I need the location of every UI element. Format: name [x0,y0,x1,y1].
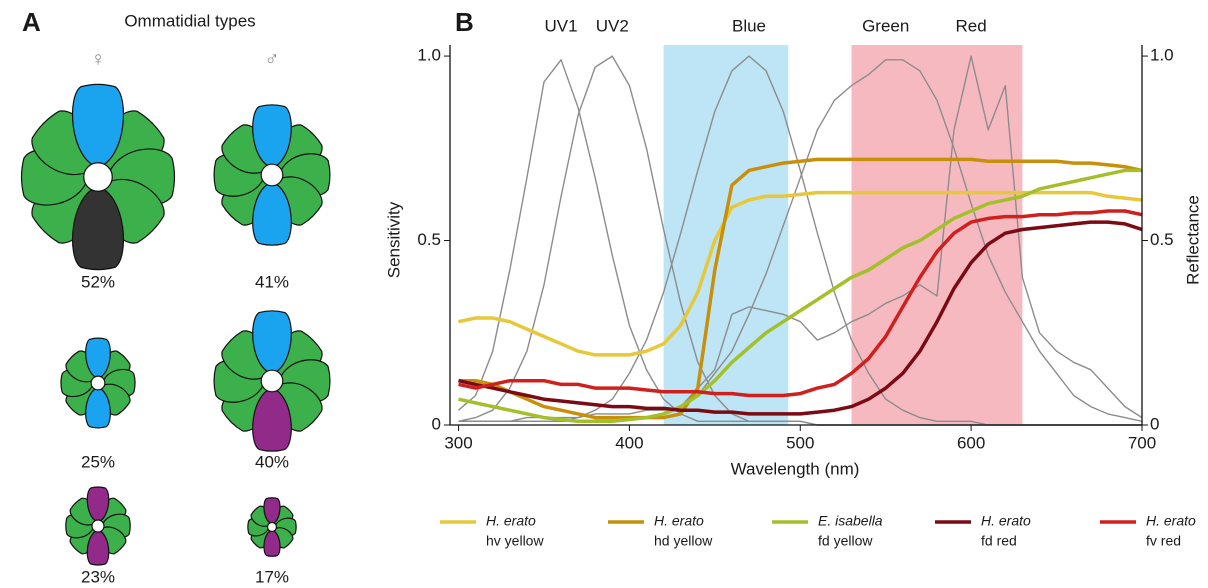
flower-center [90,375,106,391]
x-tick-label: 400 [615,433,643,452]
flower-center [266,521,278,533]
sensitivity-curve [458,55,1142,426]
petal [263,529,281,557]
petal [86,529,110,566]
flower [247,497,297,557]
petal [252,104,292,169]
petal [71,185,125,271]
petal [85,386,111,429]
reflectance-curve [458,220,1143,416]
receptor-label: UV2 [596,16,629,35]
sex-symbol: ♀ [91,48,106,70]
wavelength-band [663,45,789,425]
x-tick-label: 300 [444,433,472,452]
wavelength-band [851,45,1023,425]
reflectance-curve [458,168,1142,424]
sex-symbol: ♂ [265,48,280,70]
y-tick-label: 0.5 [417,230,441,249]
sensitivity-curve [458,55,1142,426]
petal [86,486,110,523]
legend-name: E. isabella [818,513,883,529]
panel-label: A [22,7,41,37]
panel-title: Ommatidial types [124,11,255,30]
flower [60,337,136,429]
percent-label: 23% [81,567,115,586]
petal [71,83,125,169]
flower [213,104,331,246]
x-tick-label: 700 [1128,433,1156,452]
flower [20,83,176,271]
sensitivity-curve [458,59,1143,422]
flower [213,310,331,452]
sensitivity-curve [458,59,1142,426]
y2-axis-label: Reflectance [1183,195,1202,285]
y-tick-label: 1.0 [417,46,441,65]
legend-name: H. erato [981,513,1031,529]
flower-center [83,162,113,192]
x-axis-label: Wavelength (nm) [731,459,860,478]
y2-tick-label: 0 [1150,414,1159,433]
y-tick-label: 0 [432,414,441,433]
legend-name: H. erato [654,513,704,529]
legend-subname: fv red [1146,533,1181,549]
flower [65,486,131,566]
percent-label: 17% [255,567,289,586]
receptor-label: Blue [732,16,766,35]
flower-center [91,519,105,533]
legend-subname: hv yellow [486,533,544,549]
y2-tick-label: 1.0 [1150,46,1174,65]
receptor-label: Red [956,16,987,35]
y2-tick-label: 0.5 [1150,230,1174,249]
panel-label: B [455,7,474,37]
petal [263,497,281,525]
percent-label: 52% [81,272,115,291]
petal [252,387,292,452]
reflectance-curve [458,209,1143,398]
y-axis-label: Sensitivity [384,201,403,278]
x-tick-label: 600 [957,433,985,452]
petal [252,310,292,375]
flower-center [260,369,284,393]
legend-subname: fd red [981,533,1017,549]
petal [252,181,292,246]
legend-subname: fd yellow [818,533,873,549]
receptor-label: Green [862,16,909,35]
sensitivity-curve [458,55,1143,422]
legend-name: H. erato [486,513,536,529]
percent-label: 40% [255,452,289,471]
receptor-label: UV1 [545,16,578,35]
legend-subname: hd yellow [654,533,713,549]
legend-name: H. erato [1146,513,1196,529]
percent-label: 25% [81,452,115,471]
flower-center [260,163,284,187]
x-tick-label: 500 [786,433,814,452]
petal [85,337,111,380]
reflectance-curve [458,157,1143,420]
percent-label: 41% [255,272,289,291]
